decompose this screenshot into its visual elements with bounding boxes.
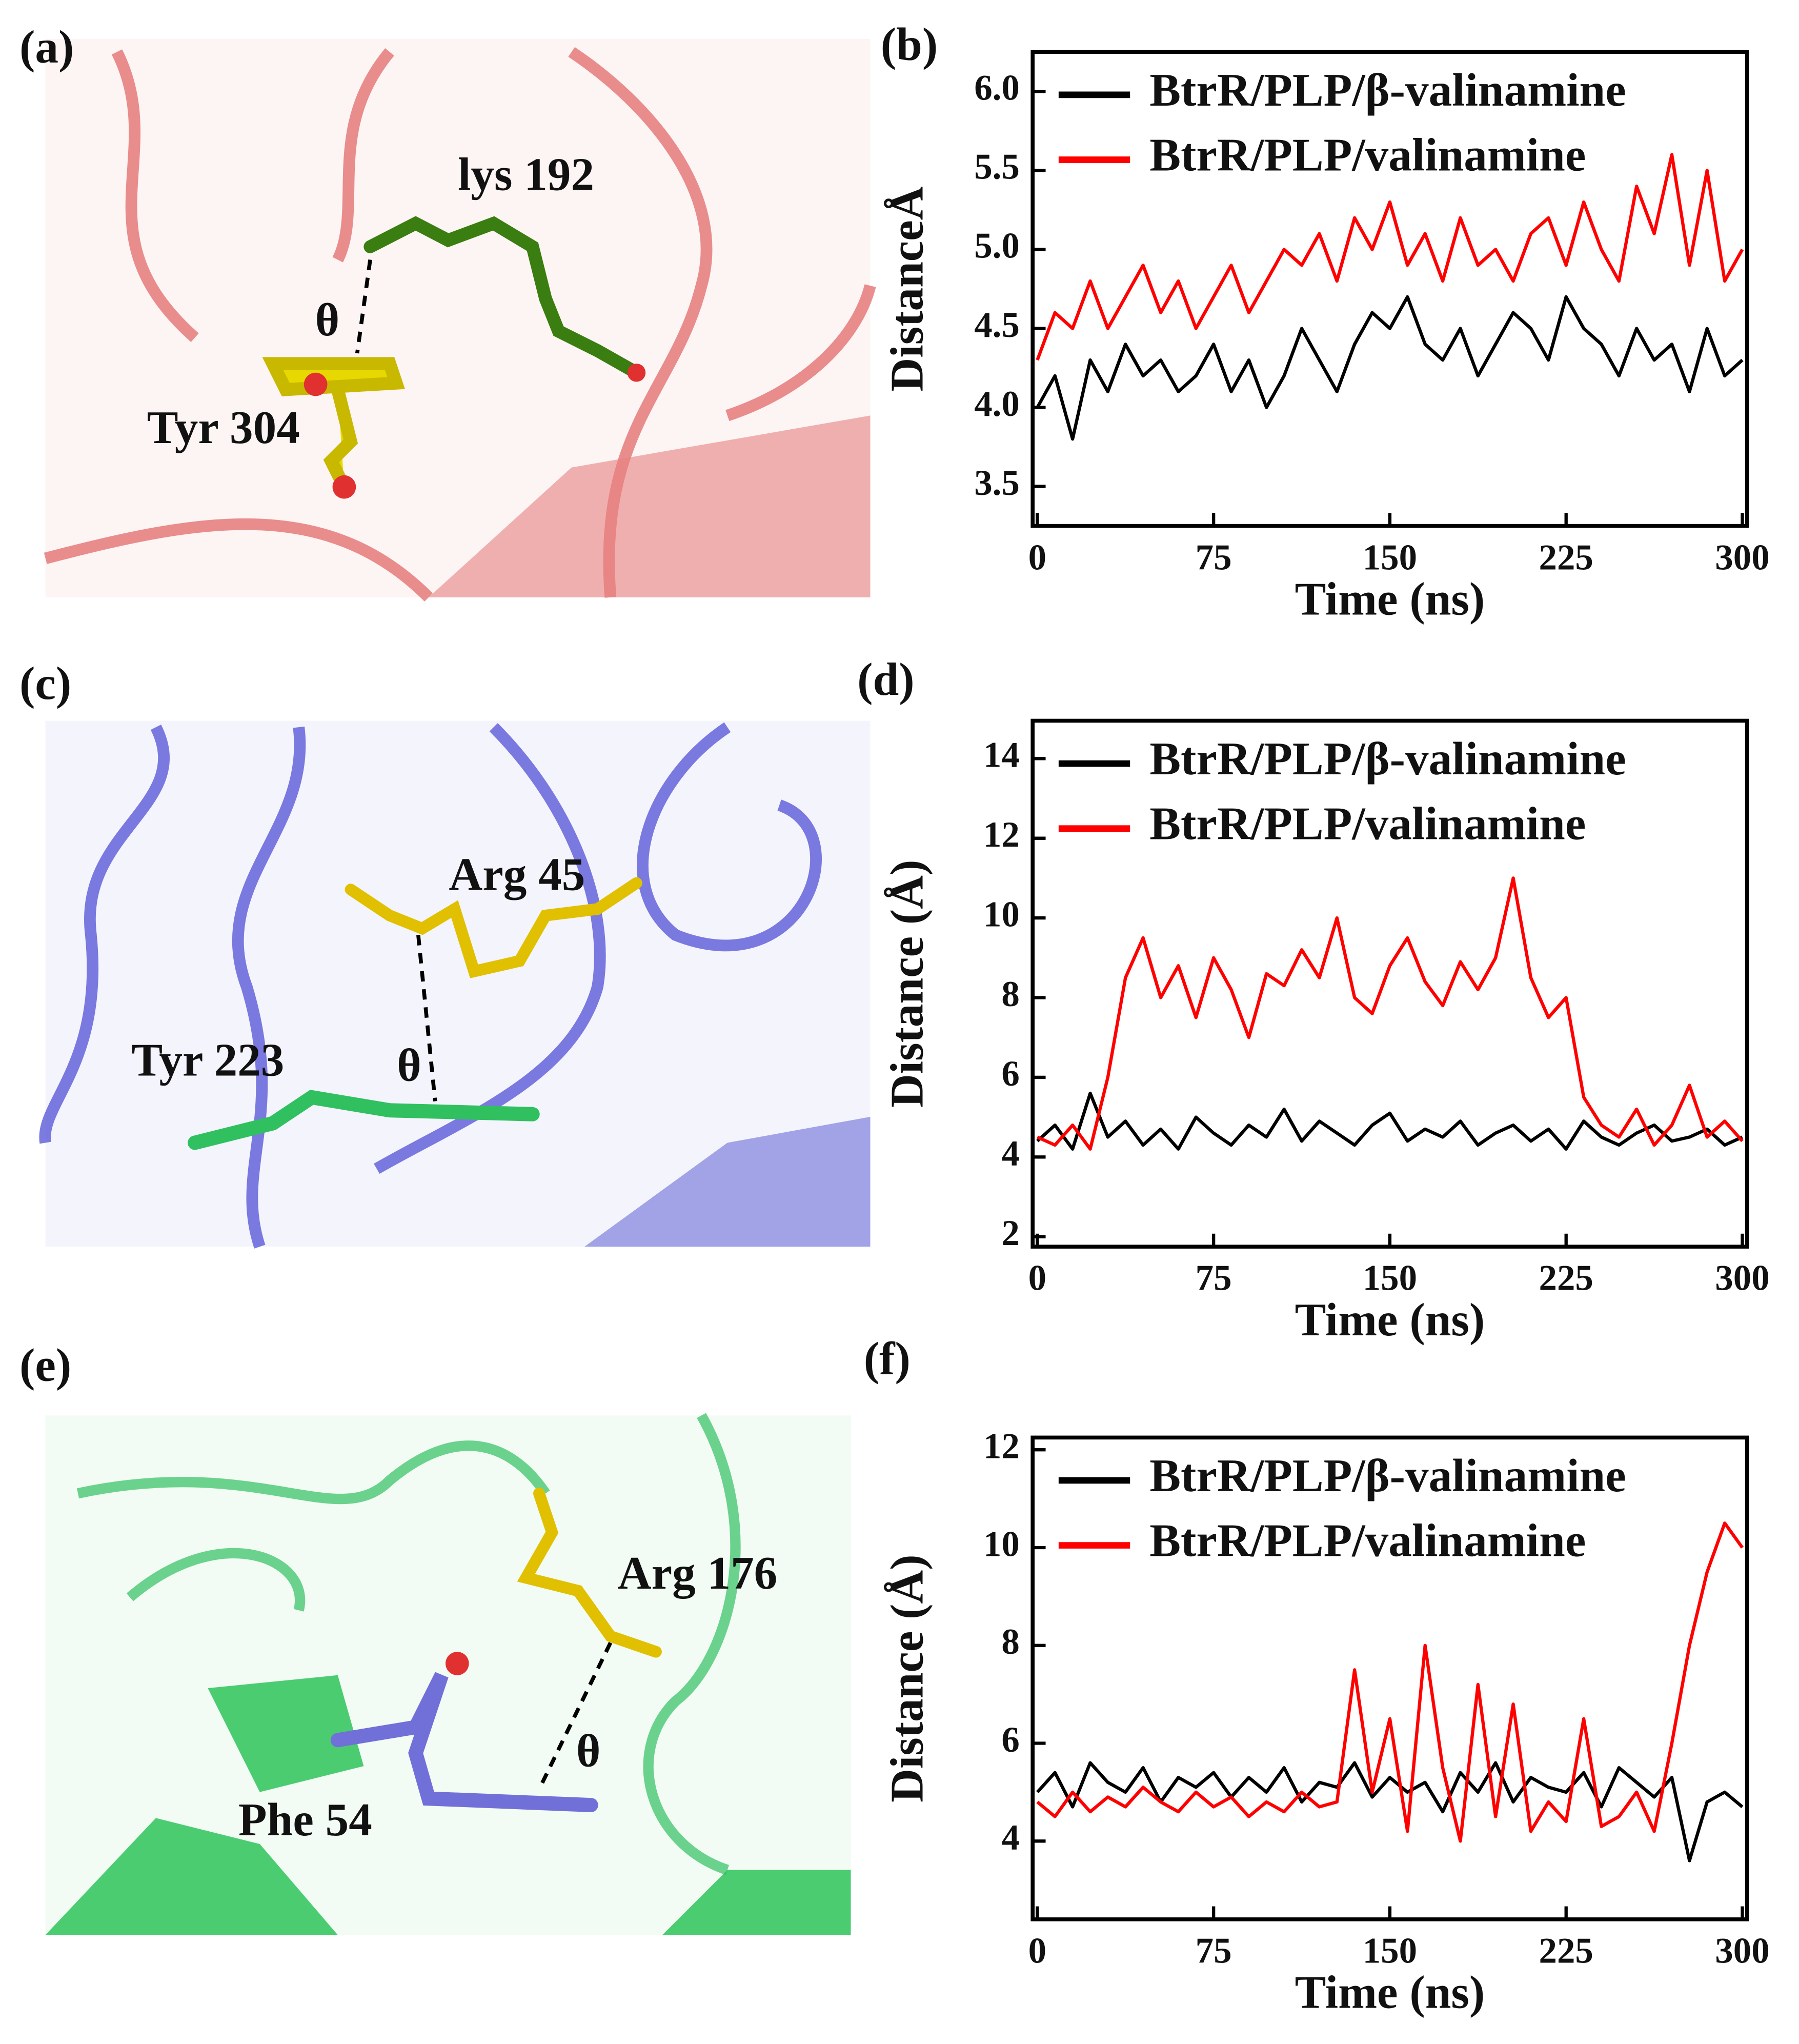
panel-label: (c) [19,657,71,709]
x-tick-label: 150 [1363,537,1417,577]
residue-label: lys 192 [458,148,594,200]
x-tick-label: 0 [1028,537,1046,577]
x-tick-label: 225 [1539,1931,1593,1971]
legend-label: BtrR/PLP/valinamine [1149,1514,1586,1566]
residue-label: θ [576,1725,601,1777]
x-tick-label: 150 [1363,1931,1417,1971]
y-tick-label: 3.5 [974,463,1020,503]
y-tick-label: 8 [1001,974,1019,1014]
x-tick-label: 75 [1196,1931,1232,1971]
legend-label: BtrR/PLP/β-valinamine [1149,733,1626,785]
y-tick-label: 4.0 [974,384,1020,424]
series-line [1036,1091,1743,1151]
residue-label: Phe 54 [238,1794,372,1846]
y-tick-label: 5.5 [974,147,1020,187]
arg-stick [517,1487,662,1658]
y-tick-label: 10 [983,894,1020,934]
residue-label: Tyr 304 [147,402,300,453]
helix [584,1116,871,1247]
x-tick-label: 300 [1715,537,1769,577]
x-tick-label: 75 [1196,537,1232,577]
panel-label: (e) [19,1339,71,1391]
y-tick-label: 10 [983,1524,1020,1564]
helix [45,1675,851,1935]
tyr-stick [262,357,405,490]
y-tick-label: 14 [983,735,1020,775]
panel-label: (b) [881,18,938,70]
x-tick-label: 150 [1363,1258,1417,1298]
y-tick-label: 8 [1001,1622,1019,1662]
arg-stick [345,877,642,978]
residue-label: Arg 45 [449,848,585,900]
ribbon [39,722,822,1249]
y-tick-label: 4 [1001,1134,1019,1174]
x-tick-label: 75 [1196,1258,1232,1298]
residue-label: Arg 176 [618,1547,778,1599]
y-axis-label: Distance (Å) [881,1554,933,1802]
x-axis-label: Time (ns) [1295,573,1485,625]
y-tick-label: 12 [983,815,1020,855]
y-tick-label: 6 [1001,1720,1019,1760]
panel-label: (f) [864,1333,911,1385]
residue-label: θ [315,294,340,346]
series-line [1036,153,1744,361]
series-line [1036,1761,1744,1862]
distance-line [537,1641,613,1791]
x-tick-label: 225 [1539,537,1593,577]
distance-line [355,259,372,354]
phe-stick [330,1672,598,1812]
residue-label: Tyr 223 [131,1034,284,1086]
series-line [1036,1521,1744,1843]
helix [429,415,871,597]
x-tick-label: 0 [1028,1931,1046,1971]
structure-a [44,38,876,602]
structure-c [39,720,871,1249]
y-axis-label: Distance (Å) [881,860,933,1108]
panel-label: (d) [857,654,914,706]
legend-label: BtrR/PLP/β-valinamine [1149,1450,1626,1501]
legend-label: BtrR/PLP/valinamine [1149,798,1586,850]
structure-e [45,1413,851,1935]
series-line [1037,876,1744,1151]
y-tick-label: 2 [1001,1213,1019,1253]
y-tick-label: 4 [1001,1818,1019,1858]
series-line [1036,295,1744,441]
ribbon [44,47,876,602]
x-tick-label: 300 [1715,1931,1769,1971]
x-tick-label: 0 [1028,1258,1046,1298]
panel-label: (a) [19,21,74,73]
distance-line [416,934,437,1101]
y-tick-label: 12 [983,1427,1020,1467]
y-axis-label: DistanceÅ [881,186,933,391]
y-tick-label: 4.5 [974,305,1020,345]
y-tick-label: 6 [1001,1054,1019,1094]
y-tick-label: 6.0 [974,68,1020,108]
ribbon [76,1413,741,1875]
y-tick-label: 5.0 [974,226,1020,266]
x-tick-label: 300 [1715,1258,1769,1298]
x-axis-label: Time (ns) [1295,1294,1485,1346]
residue-label: θ [397,1039,421,1091]
legend-label: BtrR/PLP/β-valinamine [1149,64,1626,116]
tyr-stick [188,1090,540,1150]
legend-label: BtrR/PLP/valinamine [1149,129,1586,181]
lys-stick [363,216,643,379]
x-axis-label: Time (ns) [1295,1967,1485,2018]
x-tick-label: 225 [1539,1258,1593,1298]
plot-frame [1030,50,1749,528]
plot-frame [1030,1435,1749,1921]
